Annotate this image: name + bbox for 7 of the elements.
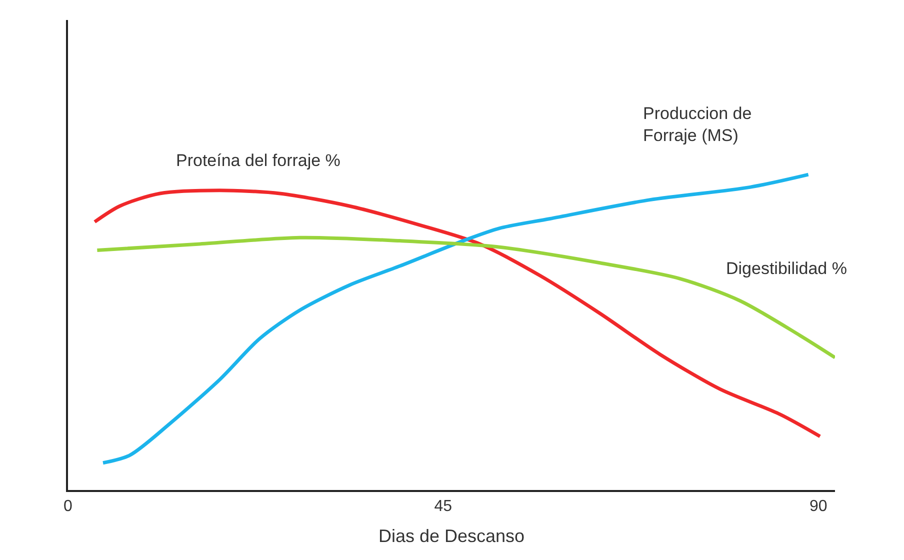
series-label: Digestibilidad % (726, 259, 847, 278)
text: Produccion de Forraje (MS) (643, 104, 752, 146)
x-tick-label: 0 (64, 498, 73, 516)
x-axis-title: Dias de Descanso (378, 526, 525, 546)
x-tick-label: 90 (809, 498, 828, 516)
series-label: Proteína del forraje % (176, 151, 340, 170)
x-tick-label: 45 (434, 498, 452, 516)
